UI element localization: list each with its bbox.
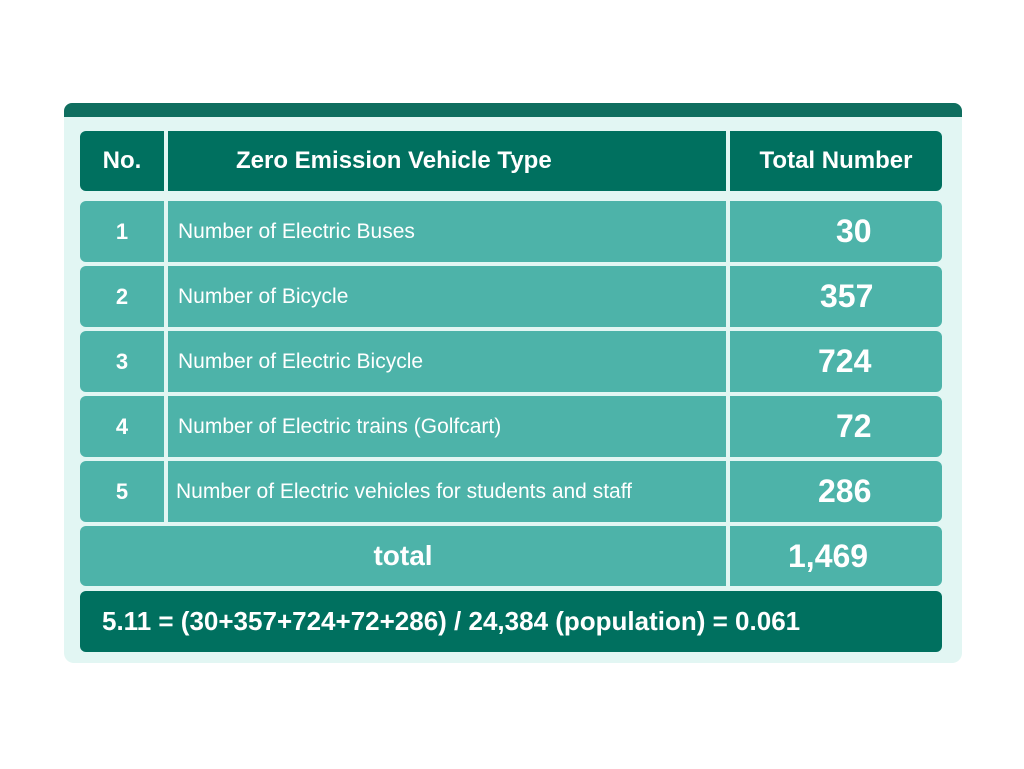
table-row: 2 Number of Bicycle 357 [80,266,942,327]
row-number: 1 [80,201,164,262]
table-row: 3 Number of Electric Bicycle 724 [80,331,942,392]
header-vehicle-type: Zero Emission Vehicle Type [168,131,726,191]
card-top-bar [64,103,962,117]
formula-bar: 5.11 = (30+357+724+72+286) / 24,384 (pop… [80,591,942,652]
row-number: 2 [80,266,164,327]
row-total-number: 286 [730,461,942,522]
row-number: 5 [80,461,164,522]
header-no: No. [80,131,164,191]
table-row: 4 Number of Electric trains (Golfcart) 7… [80,396,942,457]
table-row: 5 Number of Electric vehicles for studen… [80,461,942,522]
row-total-number: 72 [730,396,942,457]
total-value: 1,469 [730,526,942,586]
header-total-number: Total Number [730,131,942,191]
row-total-number: 30 [730,201,942,262]
row-vehicle-type: Number of Electric trains (Golfcart) [168,396,726,457]
row-total-number: 357 [730,266,942,327]
total-row: total 1,469 [80,526,942,586]
table-header-row: No. Zero Emission Vehicle Type Total Num… [80,131,942,191]
row-vehicle-type: Number of Electric Bicycle [168,331,726,392]
row-total-number: 724 [730,331,942,392]
row-vehicle-type: Number of Bicycle [168,266,726,327]
row-vehicle-type: Number of Electric Buses [168,201,726,262]
row-number: 4 [80,396,164,457]
table-row: 1 Number of Electric Buses 30 [80,201,942,262]
row-number: 3 [80,331,164,392]
row-vehicle-type: Number of Electric vehicles for students… [168,461,726,522]
total-label: total [80,526,726,586]
